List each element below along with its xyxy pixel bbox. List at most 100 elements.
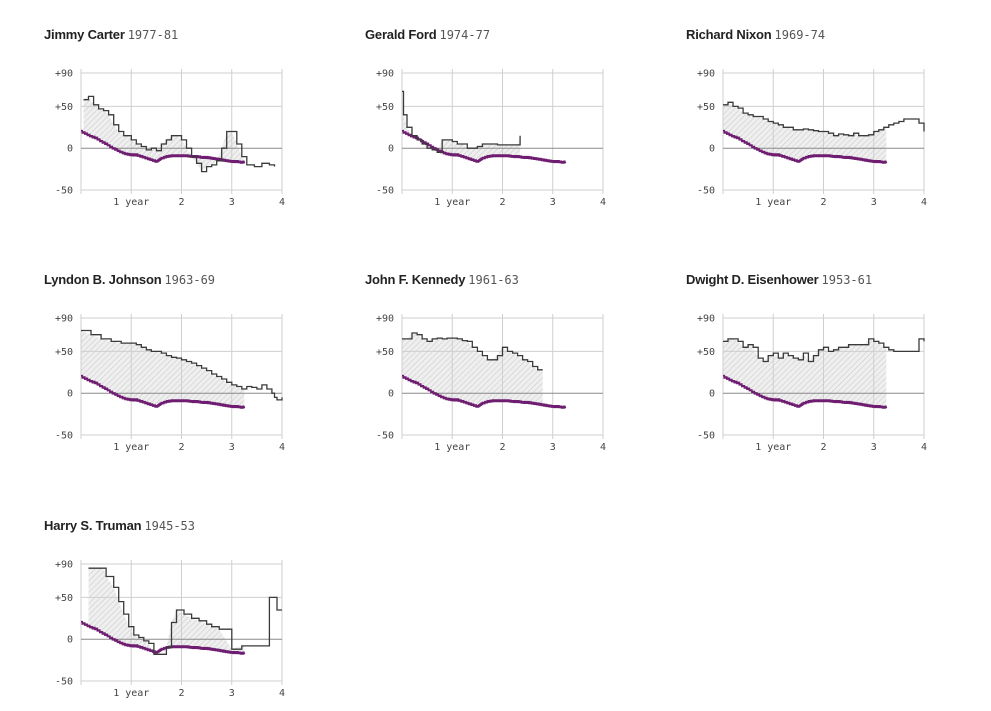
panel-lyndon-b-johnson: Lyndon B. Johnson 1963-69 +90 +50 0 -50 1 year… xyxy=(44,272,344,462)
y-tick-label: +50 xyxy=(697,347,715,358)
president-name: Harry S. Truman xyxy=(44,518,142,533)
x-tick-label: 2 xyxy=(499,197,505,208)
x-tick-label: 4 xyxy=(921,197,927,208)
panel-richard-nixon: Richard Nixon 1969-74 +90 +50 0 -50 1 year 2 3 4 xyxy=(686,27,986,217)
approval-chart: +90 +50 0 -50 1 year 2 3 4 xyxy=(55,314,285,454)
panel-john-f-kennedy: John F. Kennedy 1961-63 +90 +50 0 -50 1 year 2 3… xyxy=(365,272,665,462)
y-tick-label: -50 xyxy=(697,431,715,442)
x-tick-label: 4 xyxy=(279,688,285,699)
panel-title: Dwight D. Eisenhower 1953-61 xyxy=(686,272,872,288)
reference-approval-line xyxy=(723,129,888,164)
x-tick-label: 3 xyxy=(871,442,877,453)
y-tick-label: +50 xyxy=(55,347,73,358)
x-tick-label: 4 xyxy=(279,197,285,208)
approval-chart: +90 +50 0 -50 1 year 2 3 4 xyxy=(376,69,606,209)
term-years: 1945-53 xyxy=(144,519,196,533)
president-name: Dwight D. Eisenhower xyxy=(686,272,819,287)
y-tick-label: +90 xyxy=(55,560,73,571)
y-tick-label: 0 xyxy=(67,389,73,400)
panel-title: Harry S. Truman 1945-53 xyxy=(44,518,195,534)
reference-approval-line xyxy=(81,374,246,409)
y-tick-label: -50 xyxy=(55,186,73,197)
president-name: John F. Kennedy xyxy=(365,272,466,287)
y-tick-label: +50 xyxy=(376,347,394,358)
panel-jimmy-carter: Jimmy Carter 1977-81 +90 +50 0 -50 1 year 2 3 4 xyxy=(44,27,344,217)
x-tick-label: 3 xyxy=(550,197,556,208)
y-tick-label: +90 xyxy=(697,69,715,80)
x-tick-label: 3 xyxy=(229,688,235,699)
term-years: 1961-63 xyxy=(468,273,519,287)
president-approval-line xyxy=(723,101,925,137)
president-name: Lyndon B. Johnson xyxy=(44,272,162,287)
term-years: 1953-61 xyxy=(821,273,873,287)
x-tick-label: 1 year xyxy=(755,197,791,208)
panel-title: John F. Kennedy 1961-63 xyxy=(365,272,519,288)
term-years: 1974-77 xyxy=(439,28,491,42)
x-tick-label: 1 year xyxy=(113,442,149,453)
term-years: 1963-69 xyxy=(164,273,216,287)
term-years: 1977-81 xyxy=(127,28,179,42)
y-tick-label: -50 xyxy=(376,186,394,197)
x-tick-label: 2 xyxy=(178,197,184,208)
reference-approval-line xyxy=(723,374,888,409)
gap-shading xyxy=(81,330,245,408)
president-name: Richard Nixon xyxy=(686,27,772,42)
y-tick-label: +50 xyxy=(55,102,73,113)
x-tick-label: 3 xyxy=(550,442,556,453)
president-name: Jimmy Carter xyxy=(44,27,125,42)
reference-approval-line xyxy=(402,129,567,164)
x-tick-label: 1 year xyxy=(434,197,470,208)
x-tick-label: 1 year xyxy=(755,442,791,453)
y-tick-label: +90 xyxy=(55,314,73,325)
y-tick-label: 0 xyxy=(388,144,394,155)
y-tick-label: +90 xyxy=(376,69,394,80)
panel-title: Jimmy Carter 1977-81 xyxy=(44,27,178,43)
y-tick-label: +90 xyxy=(376,314,394,325)
x-tick-label: 4 xyxy=(921,442,927,453)
panel-title: Lyndon B. Johnson 1963-69 xyxy=(44,272,215,288)
y-tick-label: 0 xyxy=(388,389,394,400)
y-tick-label: +50 xyxy=(697,102,715,113)
x-tick-label: 2 xyxy=(499,442,505,453)
x-tick-label: 2 xyxy=(178,442,184,453)
y-tick-label: 0 xyxy=(709,389,715,400)
approval-chart: +90 +50 0 -50 1 year 2 3 4 xyxy=(376,314,606,454)
reference-approval-line xyxy=(81,129,246,164)
y-tick-label: +90 xyxy=(697,314,715,325)
president-approval-line xyxy=(402,332,543,371)
x-tick-label: 1 year xyxy=(434,442,470,453)
y-tick-label: -50 xyxy=(55,431,73,442)
panel-title: Richard Nixon 1969-74 xyxy=(686,27,825,43)
gap-shading xyxy=(723,338,887,408)
x-tick-label: 2 xyxy=(820,197,826,208)
panel-title: Gerald Ford 1974-77 xyxy=(365,27,490,43)
approval-chart: +90 +50 0 -50 1 year 2 3 4 xyxy=(55,69,285,209)
approval-chart: +90 +50 0 -50 1 year 2 3 4 xyxy=(697,314,927,454)
x-tick-label: 1 year xyxy=(113,688,149,699)
president-name: Gerald Ford xyxy=(365,27,437,42)
x-tick-label: 1 year xyxy=(113,197,149,208)
x-tick-label: 2 xyxy=(178,688,184,699)
y-tick-label: 0 xyxy=(67,635,73,646)
y-tick-label: +50 xyxy=(55,593,73,604)
president-approval-line xyxy=(88,567,282,655)
x-tick-label: 4 xyxy=(600,197,606,208)
y-tick-label: +50 xyxy=(376,102,394,113)
x-tick-label: 3 xyxy=(229,197,235,208)
x-tick-label: 2 xyxy=(820,442,826,453)
president-approval-line xyxy=(723,338,925,363)
panel-harry-s-truman: Harry S. Truman 1945-53 +90 +50 0 -50 1 year 2 3… xyxy=(44,518,344,708)
reference-approval-line xyxy=(402,374,567,409)
gap-shading xyxy=(88,568,245,654)
approval-chart: +90 +50 0 -50 1 year 2 3 4 xyxy=(55,560,285,700)
y-tick-label: +90 xyxy=(55,69,73,80)
panel-gerald-ford: Gerald Ford 1974-77 +90 +50 0 -50 1 year 2 3 4 xyxy=(365,27,665,217)
gap-shading xyxy=(723,102,887,163)
panel-dwight-d-eisenhower: Dwight D. Eisenhower 1953-61 +90 +50 0 -50 1 y… xyxy=(686,272,986,462)
y-tick-label: 0 xyxy=(709,144,715,155)
president-approval-line xyxy=(402,90,521,154)
x-tick-label: 4 xyxy=(279,442,285,453)
y-tick-label: -50 xyxy=(376,431,394,442)
y-tick-label: -50 xyxy=(697,186,715,197)
term-years: 1969-74 xyxy=(774,28,826,42)
